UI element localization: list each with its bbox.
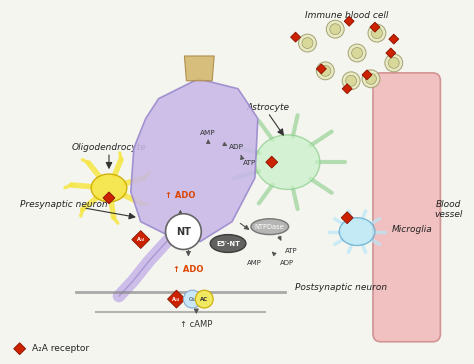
Text: Presynaptic neuron: Presynaptic neuron bbox=[20, 200, 107, 209]
Text: ↑ ADO: ↑ ADO bbox=[173, 265, 203, 274]
Circle shape bbox=[368, 24, 386, 42]
Circle shape bbox=[183, 290, 201, 308]
Circle shape bbox=[342, 72, 360, 90]
Polygon shape bbox=[14, 343, 26, 355]
Polygon shape bbox=[344, 16, 354, 26]
Text: ATP: ATP bbox=[285, 249, 298, 254]
Text: AMP: AMP bbox=[201, 130, 216, 136]
Text: NTPDase: NTPDase bbox=[255, 223, 284, 230]
Polygon shape bbox=[342, 84, 352, 94]
Text: ↑ ADO: ↑ ADO bbox=[165, 191, 196, 201]
Text: AC: AC bbox=[200, 297, 209, 302]
Text: ATP: ATP bbox=[243, 160, 256, 166]
Text: Gs: Gs bbox=[189, 297, 196, 302]
Ellipse shape bbox=[339, 218, 375, 245]
Circle shape bbox=[362, 70, 380, 88]
Ellipse shape bbox=[91, 174, 127, 202]
Circle shape bbox=[348, 44, 366, 62]
Text: ↑ cAMP: ↑ cAMP bbox=[180, 320, 212, 329]
Circle shape bbox=[372, 28, 383, 39]
Text: AMP: AMP bbox=[247, 260, 262, 266]
Text: A$_{2A}$: A$_{2A}$ bbox=[172, 294, 182, 304]
Circle shape bbox=[388, 58, 399, 68]
Polygon shape bbox=[131, 79, 258, 242]
Polygon shape bbox=[132, 231, 150, 249]
Text: Microglia: Microglia bbox=[392, 225, 433, 234]
Polygon shape bbox=[316, 64, 326, 74]
Circle shape bbox=[352, 48, 363, 59]
Circle shape bbox=[365, 73, 376, 84]
Text: Blood
vessel: Blood vessel bbox=[434, 200, 463, 219]
Polygon shape bbox=[341, 212, 353, 224]
Circle shape bbox=[165, 214, 201, 249]
Circle shape bbox=[195, 290, 213, 308]
Circle shape bbox=[320, 66, 331, 76]
Text: ADP: ADP bbox=[228, 144, 244, 150]
Text: Oligodendrocyte: Oligodendrocyte bbox=[72, 143, 146, 152]
Polygon shape bbox=[370, 22, 380, 32]
Polygon shape bbox=[291, 32, 301, 42]
Text: A$_{2A}$: A$_{2A}$ bbox=[136, 235, 146, 244]
Polygon shape bbox=[362, 70, 372, 80]
Circle shape bbox=[302, 37, 313, 48]
Circle shape bbox=[385, 54, 403, 72]
Polygon shape bbox=[389, 34, 399, 44]
Circle shape bbox=[316, 62, 334, 80]
FancyBboxPatch shape bbox=[373, 73, 440, 342]
Polygon shape bbox=[386, 48, 396, 58]
Text: A₂A receptor: A₂A receptor bbox=[32, 344, 89, 353]
Polygon shape bbox=[167, 290, 185, 308]
Ellipse shape bbox=[255, 135, 320, 189]
Text: Immune blood cell: Immune blood cell bbox=[305, 11, 389, 20]
Text: NT: NT bbox=[176, 227, 191, 237]
Circle shape bbox=[299, 34, 316, 52]
Ellipse shape bbox=[210, 234, 246, 253]
Text: Astrocyte: Astrocyte bbox=[246, 103, 289, 112]
Text: ADP: ADP bbox=[280, 260, 294, 266]
Text: E5′-NT: E5′-NT bbox=[216, 241, 240, 246]
Circle shape bbox=[346, 75, 356, 86]
Ellipse shape bbox=[251, 219, 289, 234]
Circle shape bbox=[330, 24, 341, 35]
Polygon shape bbox=[184, 56, 214, 81]
Polygon shape bbox=[266, 156, 278, 168]
Polygon shape bbox=[103, 192, 115, 204]
Circle shape bbox=[326, 20, 344, 38]
Text: Postsynaptic neuron: Postsynaptic neuron bbox=[294, 283, 387, 292]
